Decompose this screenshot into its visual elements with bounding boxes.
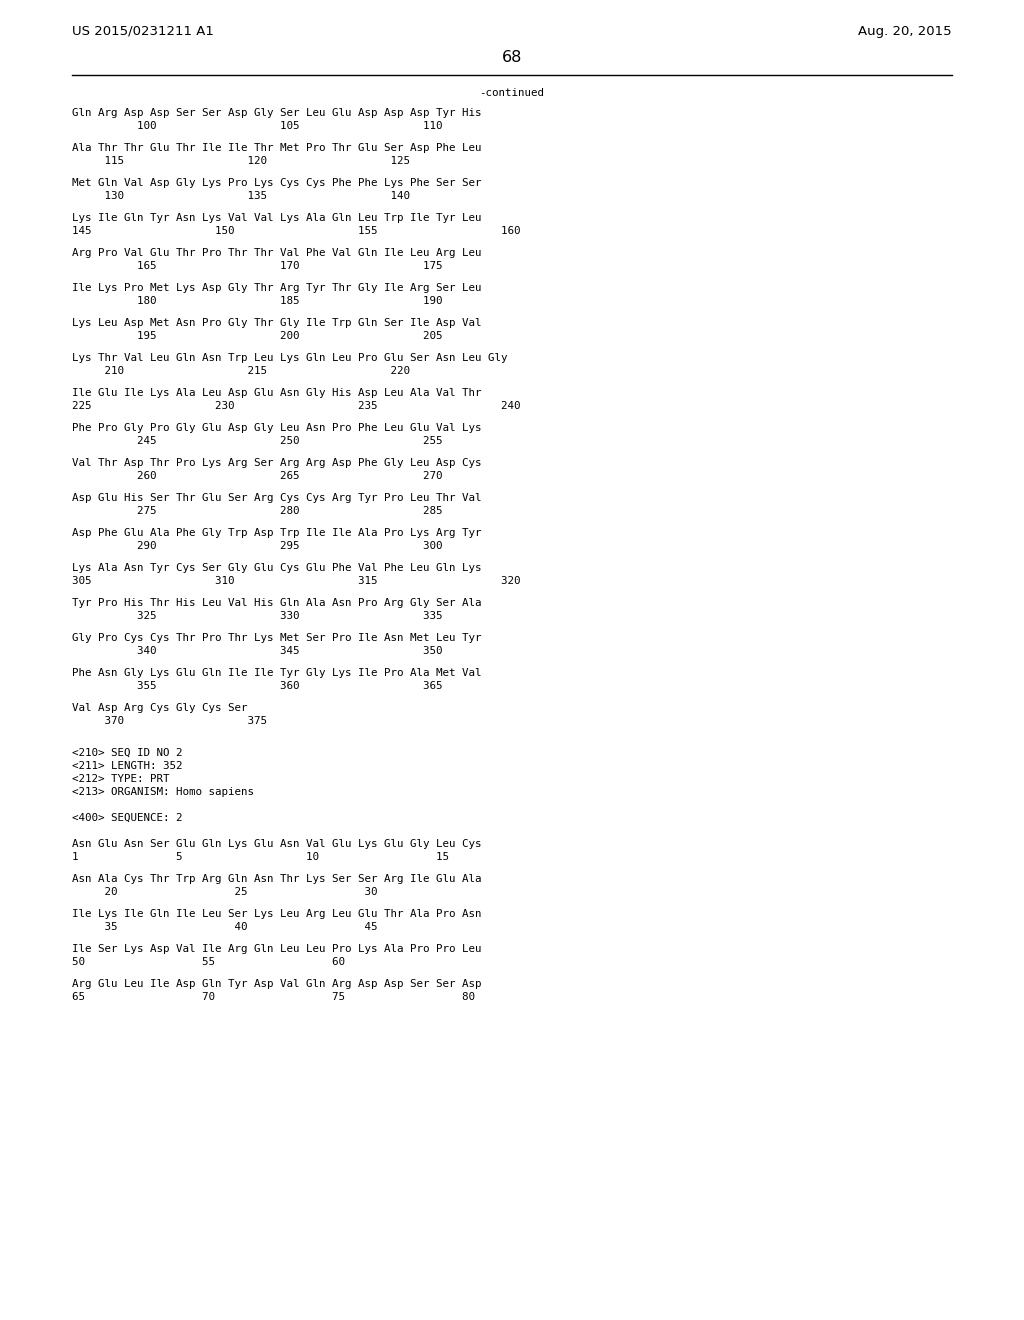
- Text: Lys Ile Gln Tyr Asn Lys Val Val Lys Ala Gln Leu Trp Ile Tyr Leu: Lys Ile Gln Tyr Asn Lys Val Val Lys Ala …: [72, 213, 481, 223]
- Text: Ile Lys Pro Met Lys Asp Gly Thr Arg Tyr Thr Gly Ile Arg Ser Leu: Ile Lys Pro Met Lys Asp Gly Thr Arg Tyr …: [72, 282, 481, 293]
- Text: Phe Pro Gly Pro Gly Glu Asp Gly Leu Asn Pro Phe Leu Glu Val Lys: Phe Pro Gly Pro Gly Glu Asp Gly Leu Asn …: [72, 422, 481, 433]
- Text: Phe Asn Gly Lys Glu Gln Ile Ile Tyr Gly Lys Ile Pro Ala Met Val: Phe Asn Gly Lys Glu Gln Ile Ile Tyr Gly …: [72, 668, 481, 678]
- Text: 68: 68: [502, 50, 522, 65]
- Text: Val Asp Arg Cys Gly Cys Ser: Val Asp Arg Cys Gly Cys Ser: [72, 704, 248, 713]
- Text: Lys Thr Val Leu Gln Asn Trp Leu Lys Gln Leu Pro Glu Ser Asn Leu Gly: Lys Thr Val Leu Gln Asn Trp Leu Lys Gln …: [72, 352, 508, 363]
- Text: 245                   250                   255: 245 250 255: [72, 436, 442, 446]
- Text: Asp Glu His Ser Thr Glu Ser Arg Cys Cys Arg Tyr Pro Leu Thr Val: Asp Glu His Ser Thr Glu Ser Arg Cys Cys …: [72, 492, 481, 503]
- Text: 340                   345                   350: 340 345 350: [72, 645, 442, 656]
- Text: 210                   215                   220: 210 215 220: [72, 366, 410, 376]
- Text: 50                  55                  60: 50 55 60: [72, 957, 345, 968]
- Text: Aug. 20, 2015: Aug. 20, 2015: [858, 25, 952, 38]
- Text: 275                   280                   285: 275 280 285: [72, 506, 442, 516]
- Text: Ala Thr Thr Glu Thr Ile Ile Thr Met Pro Thr Glu Ser Asp Phe Leu: Ala Thr Thr Glu Thr Ile Ile Thr Met Pro …: [72, 143, 481, 153]
- Text: Lys Leu Asp Met Asn Pro Gly Thr Gly Ile Trp Gln Ser Ile Asp Val: Lys Leu Asp Met Asn Pro Gly Thr Gly Ile …: [72, 318, 481, 327]
- Text: Tyr Pro His Thr His Leu Val His Gln Ala Asn Pro Arg Gly Ser Ala: Tyr Pro His Thr His Leu Val His Gln Ala …: [72, 598, 481, 609]
- Text: Gln Arg Asp Asp Ser Ser Asp Gly Ser Leu Glu Asp Asp Asp Tyr His: Gln Arg Asp Asp Ser Ser Asp Gly Ser Leu …: [72, 108, 481, 117]
- Text: 115                   120                   125: 115 120 125: [72, 156, 410, 166]
- Text: 260                   265                   270: 260 265 270: [72, 471, 442, 480]
- Text: 100                   105                   110: 100 105 110: [72, 121, 442, 131]
- Text: 130                   135                   140: 130 135 140: [72, 191, 410, 201]
- Text: 370                   375: 370 375: [72, 715, 267, 726]
- Text: 225                   230                   235                   240: 225 230 235 240: [72, 401, 520, 411]
- Text: 145                   150                   155                   160: 145 150 155 160: [72, 226, 520, 236]
- Text: Arg Pro Val Glu Thr Pro Thr Thr Val Phe Val Gln Ile Leu Arg Leu: Arg Pro Val Glu Thr Pro Thr Thr Val Phe …: [72, 248, 481, 257]
- Text: Gly Pro Cys Cys Thr Pro Thr Lys Met Ser Pro Ile Asn Met Leu Tyr: Gly Pro Cys Cys Thr Pro Thr Lys Met Ser …: [72, 634, 481, 643]
- Text: <210> SEQ ID NO 2: <210> SEQ ID NO 2: [72, 748, 182, 758]
- Text: 290                   295                   300: 290 295 300: [72, 541, 442, 550]
- Text: 165                   170                   175: 165 170 175: [72, 261, 442, 271]
- Text: 180                   185                   190: 180 185 190: [72, 296, 442, 306]
- Text: <212> TYPE: PRT: <212> TYPE: PRT: [72, 774, 170, 784]
- Text: 305                   310                   315                   320: 305 310 315 320: [72, 576, 520, 586]
- Text: 20                  25                  30: 20 25 30: [72, 887, 378, 898]
- Text: <400> SEQUENCE: 2: <400> SEQUENCE: 2: [72, 813, 182, 822]
- Text: 325                   330                   335: 325 330 335: [72, 611, 442, 620]
- Text: Lys Ala Asn Tyr Cys Ser Gly Glu Cys Glu Phe Val Phe Leu Gln Lys: Lys Ala Asn Tyr Cys Ser Gly Glu Cys Glu …: [72, 564, 481, 573]
- Text: 195                   200                   205: 195 200 205: [72, 331, 442, 341]
- Text: Arg Glu Leu Ile Asp Gln Tyr Asp Val Gln Arg Asp Asp Ser Ser Asp: Arg Glu Leu Ile Asp Gln Tyr Asp Val Gln …: [72, 979, 481, 989]
- Text: 1               5                   10                  15: 1 5 10 15: [72, 851, 449, 862]
- Text: Ile Glu Ile Lys Ala Leu Asp Glu Asn Gly His Asp Leu Ala Val Thr: Ile Glu Ile Lys Ala Leu Asp Glu Asn Gly …: [72, 388, 481, 399]
- Text: 355                   360                   365: 355 360 365: [72, 681, 442, 690]
- Text: Ile Ser Lys Asp Val Ile Arg Gln Leu Leu Pro Lys Ala Pro Pro Leu: Ile Ser Lys Asp Val Ile Arg Gln Leu Leu …: [72, 944, 481, 954]
- Text: 65                  70                  75                  80: 65 70 75 80: [72, 993, 475, 1002]
- Text: <213> ORGANISM: Homo sapiens: <213> ORGANISM: Homo sapiens: [72, 787, 254, 797]
- Text: Asp Phe Glu Ala Phe Gly Trp Asp Trp Ile Ile Ala Pro Lys Arg Tyr: Asp Phe Glu Ala Phe Gly Trp Asp Trp Ile …: [72, 528, 481, 539]
- Text: <211> LENGTH: 352: <211> LENGTH: 352: [72, 762, 182, 771]
- Text: Asn Ala Cys Thr Trp Arg Gln Asn Thr Lys Ser Ser Arg Ile Glu Ala: Asn Ala Cys Thr Trp Arg Gln Asn Thr Lys …: [72, 874, 481, 884]
- Text: US 2015/0231211 A1: US 2015/0231211 A1: [72, 25, 214, 38]
- Text: 35                  40                  45: 35 40 45: [72, 921, 378, 932]
- Text: -continued: -continued: [479, 88, 545, 98]
- Text: Ile Lys Ile Gln Ile Leu Ser Lys Leu Arg Leu Glu Thr Ala Pro Asn: Ile Lys Ile Gln Ile Leu Ser Lys Leu Arg …: [72, 909, 481, 919]
- Text: Asn Glu Asn Ser Glu Gln Lys Glu Asn Val Glu Lys Glu Gly Leu Cys: Asn Glu Asn Ser Glu Gln Lys Glu Asn Val …: [72, 840, 481, 849]
- Text: Val Thr Asp Thr Pro Lys Arg Ser Arg Arg Asp Phe Gly Leu Asp Cys: Val Thr Asp Thr Pro Lys Arg Ser Arg Arg …: [72, 458, 481, 469]
- Text: Met Gln Val Asp Gly Lys Pro Lys Cys Cys Phe Phe Lys Phe Ser Ser: Met Gln Val Asp Gly Lys Pro Lys Cys Cys …: [72, 178, 481, 187]
